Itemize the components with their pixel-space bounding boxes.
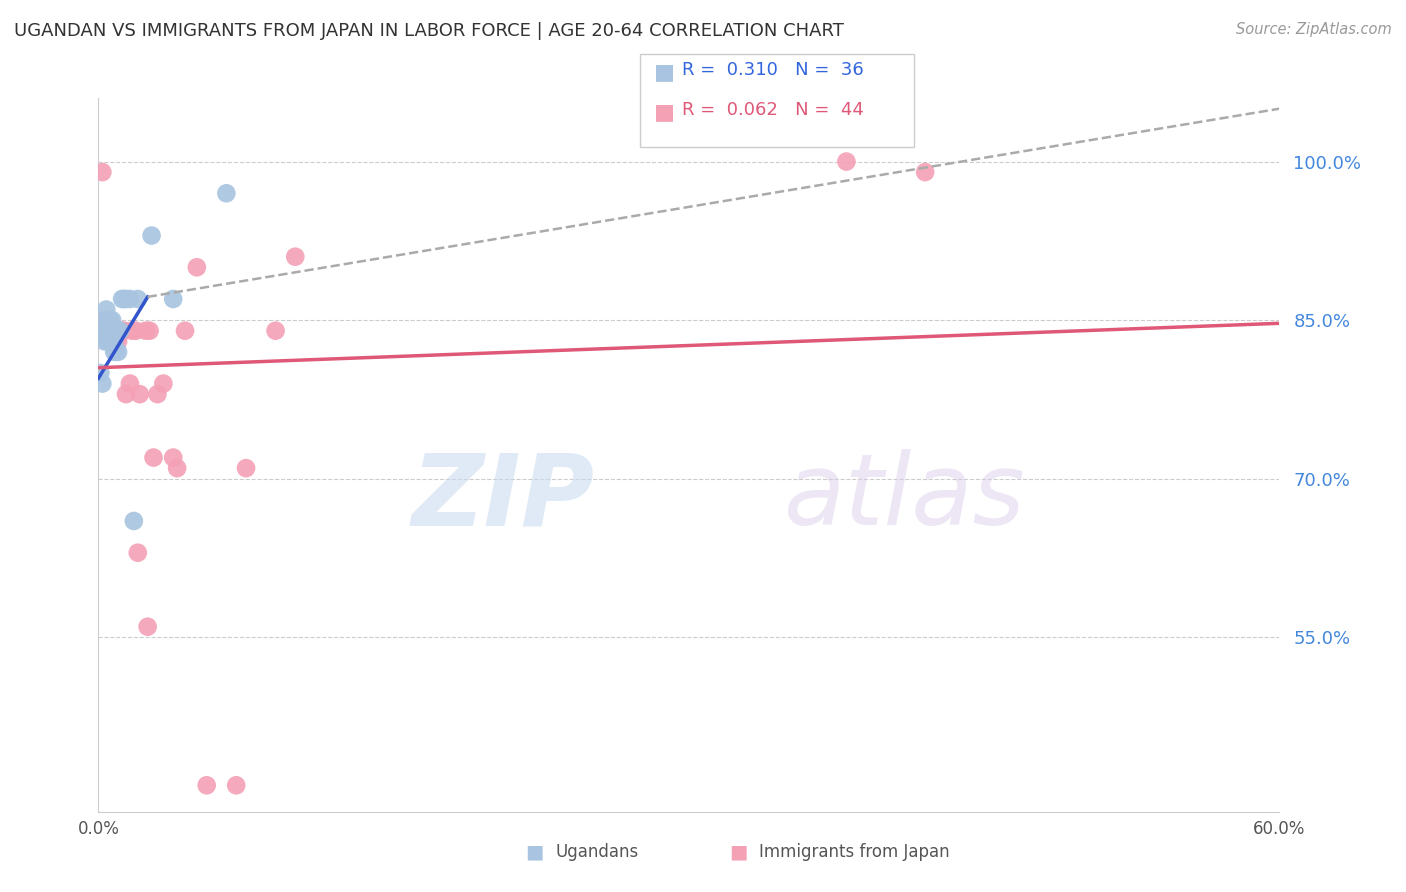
Text: UGANDAN VS IMMIGRANTS FROM JAPAN IN LABOR FORCE | AGE 20-64 CORRELATION CHART: UGANDAN VS IMMIGRANTS FROM JAPAN IN LABO… xyxy=(14,22,844,40)
Point xyxy=(103,344,125,359)
Point xyxy=(98,334,121,349)
Point xyxy=(98,324,121,338)
Point xyxy=(108,324,131,338)
Point xyxy=(162,292,184,306)
Point xyxy=(97,313,120,327)
Point xyxy=(121,324,143,338)
Text: atlas: atlas xyxy=(783,450,1025,546)
Point xyxy=(115,387,138,401)
Point xyxy=(107,344,129,359)
Point xyxy=(141,228,163,243)
Point xyxy=(914,165,936,179)
Point xyxy=(103,324,125,338)
Point xyxy=(101,334,124,349)
Point xyxy=(174,324,197,338)
Point xyxy=(101,324,124,338)
Point xyxy=(146,387,169,401)
Point xyxy=(128,387,150,401)
Point xyxy=(215,186,238,201)
Point xyxy=(111,324,134,338)
Text: R =  0.310   N =  36: R = 0.310 N = 36 xyxy=(682,61,863,78)
Point xyxy=(91,376,114,391)
Point xyxy=(125,324,148,338)
Point xyxy=(162,450,184,465)
Point xyxy=(101,324,124,338)
Point xyxy=(97,324,120,338)
Text: Ugandans: Ugandans xyxy=(555,843,638,861)
Point xyxy=(264,324,287,338)
Point xyxy=(93,334,115,349)
Point xyxy=(89,324,111,338)
Point xyxy=(107,324,129,338)
Text: ■: ■ xyxy=(654,62,675,82)
Point xyxy=(118,292,141,306)
Point xyxy=(186,260,208,275)
Text: Source: ZipAtlas.com: Source: ZipAtlas.com xyxy=(1236,22,1392,37)
Point xyxy=(225,778,247,792)
Point xyxy=(122,514,145,528)
Text: Immigrants from Japan: Immigrants from Japan xyxy=(759,843,950,861)
Text: ZIP: ZIP xyxy=(412,450,595,546)
Point xyxy=(108,324,131,338)
Point xyxy=(96,302,118,317)
Point xyxy=(112,324,135,338)
Point xyxy=(97,334,120,349)
Point xyxy=(111,292,134,306)
Point xyxy=(97,334,120,349)
Point xyxy=(127,546,149,560)
Point xyxy=(96,324,118,338)
Point xyxy=(96,324,118,338)
Point xyxy=(195,778,218,792)
Point xyxy=(105,344,128,359)
Point xyxy=(98,334,121,349)
Point xyxy=(135,324,157,338)
Point xyxy=(138,324,160,338)
Point xyxy=(105,334,128,349)
Point xyxy=(91,165,114,179)
Point xyxy=(136,620,159,634)
Point xyxy=(101,324,124,338)
Point xyxy=(118,376,141,391)
Point xyxy=(98,324,121,338)
Point xyxy=(166,461,188,475)
Point xyxy=(98,324,121,338)
Text: ■: ■ xyxy=(524,842,544,862)
Point xyxy=(152,376,174,391)
Point xyxy=(105,324,128,338)
Point xyxy=(101,334,124,349)
Point xyxy=(103,324,125,338)
Point xyxy=(101,313,124,327)
Point xyxy=(142,450,165,465)
Point xyxy=(93,324,115,338)
Point xyxy=(103,334,125,349)
Point xyxy=(235,461,257,475)
Point xyxy=(91,324,114,338)
Text: ■: ■ xyxy=(728,842,748,862)
Point xyxy=(103,334,125,349)
Point xyxy=(98,313,121,327)
Point xyxy=(112,292,135,306)
Point xyxy=(835,154,858,169)
Point xyxy=(97,324,120,338)
Point xyxy=(89,366,111,380)
Point xyxy=(115,292,138,306)
Point xyxy=(101,324,124,338)
Point xyxy=(93,313,115,327)
Point xyxy=(284,250,307,264)
Point xyxy=(107,334,129,349)
Point xyxy=(96,313,118,327)
Text: R =  0.062   N =  44: R = 0.062 N = 44 xyxy=(682,101,863,119)
Point xyxy=(96,324,118,338)
Text: ■: ■ xyxy=(654,103,675,122)
Point xyxy=(93,324,115,338)
Point xyxy=(127,292,149,306)
Point xyxy=(97,324,120,338)
